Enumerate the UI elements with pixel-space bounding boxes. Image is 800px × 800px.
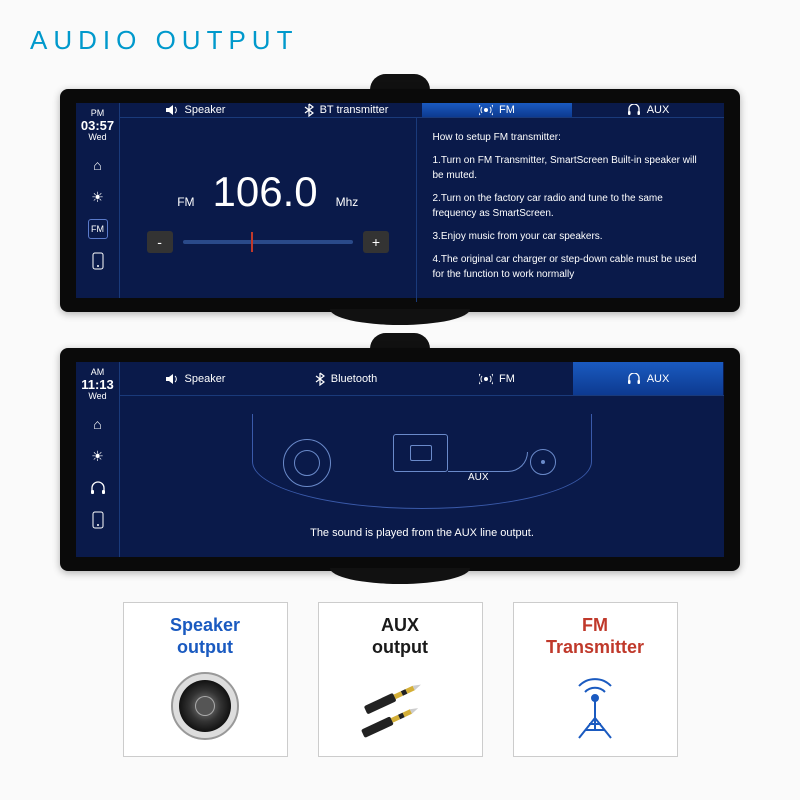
- instruction-step: 1.Turn on FM Transmitter, SmartScreen Bu…: [433, 153, 709, 183]
- tab-label: BT transmitter: [320, 104, 389, 116]
- instruction-step: 3.Enjoy music from your car speakers.: [433, 229, 709, 244]
- clock-time: 03:57: [81, 119, 114, 133]
- freq-track[interactable]: [183, 240, 353, 244]
- clock-day: Wed: [81, 392, 114, 402]
- speaker-cone-icon: [169, 668, 241, 744]
- device-aux: AM 11:13 Wed ⌂ ☀ Speaker Bluetooth FM AUX: [60, 333, 740, 584]
- speaker-icon: [165, 373, 179, 385]
- tab-fm[interactable]: FM: [422, 103, 573, 117]
- card-fm: FMTransmitter: [513, 602, 678, 757]
- device-icon: [393, 434, 448, 472]
- mount-base: [330, 568, 470, 584]
- headphones-icon[interactable]: [88, 478, 108, 498]
- tab-label: Bluetooth: [331, 373, 377, 385]
- screen-aux: AM 11:13 Wed ⌂ ☀ Speaker Bluetooth FM AUX: [76, 362, 724, 557]
- fm-instructions: How to setup FM transmitter: 1.Turn on F…: [417, 118, 725, 302]
- statusbar: AM 11:13 Wed ⌂ ☀: [76, 362, 120, 557]
- frequency-display: FM 106.0 Mhz: [177, 168, 358, 216]
- fm-side-icon[interactable]: FM: [88, 219, 108, 239]
- tab-speaker[interactable]: Speaker: [120, 362, 271, 395]
- card-speaker: Speakeroutput: [123, 602, 288, 757]
- freq-minus-button[interactable]: -: [147, 231, 173, 253]
- aux-caption: The sound is played from the AUX line ou…: [310, 527, 534, 539]
- fm-unit: Mhz: [336, 195, 359, 209]
- tabs: Speaker BT transmitter FM AUX: [120, 103, 724, 118]
- antenna-icon: [559, 668, 631, 748]
- brightness-icon[interactable]: ☀: [88, 446, 108, 466]
- home-icon[interactable]: ⌂: [88, 155, 108, 175]
- tab-aux[interactable]: AUX: [573, 362, 724, 395]
- tab-speaker[interactable]: Speaker: [120, 103, 271, 117]
- tab-label: AUX: [647, 373, 670, 385]
- mount-base: [330, 309, 470, 325]
- main-area: SpeakerBT transmitterFMAUX FM 106.0 Mhz …: [120, 103, 724, 298]
- tab-label: AUX: [647, 104, 670, 116]
- card-aux: AUXoutput: [318, 602, 483, 757]
- fm-label: FM: [177, 195, 194, 209]
- fm-slider: - +: [147, 231, 389, 253]
- cards-row: Speakeroutput AUXoutput FMTransmitter: [0, 602, 800, 757]
- fm-icon: [479, 372, 493, 386]
- instructions-heading: How to setup FM transmitter:: [433, 130, 709, 145]
- fm-icon: [479, 103, 493, 117]
- screen-fm: PM 03:57 Wed ⌂ ☀ FM Speaker BT transmitte…: [76, 103, 724, 298]
- aux-jack-icon: [355, 668, 445, 744]
- clock-time: 11:13: [81, 378, 114, 392]
- tabs: Speaker Bluetooth FM AUX: [120, 362, 724, 396]
- instruction-step: 2.Turn on the factory car radio and tune…: [433, 191, 709, 221]
- aux-body: AUX The sound is played from the AUX lin…: [120, 396, 724, 557]
- tab-bt-transmitter[interactable]: BT transmitter: [271, 103, 422, 117]
- aux-icon: [627, 373, 641, 385]
- instruction-step: 4.The original car charger or step-down …: [433, 252, 709, 282]
- bezel: PM 03:57 Wed ⌂ ☀ FM Speaker BT transmitte…: [60, 89, 740, 312]
- statusbar: PM 03:57 Wed ⌂ ☀ FM: [76, 103, 120, 298]
- clock: PM 03:57 Wed: [81, 109, 114, 143]
- tab-label: Speaker: [185, 104, 226, 116]
- card-title: FMTransmitter: [546, 615, 644, 658]
- fm-value: 106.0: [213, 168, 318, 216]
- tab-aux[interactable]: AUX: [573, 103, 724, 117]
- device-fm: PM 03:57 Wed ⌂ ☀ FM Speaker BT transmitte…: [60, 74, 740, 325]
- clock-day: Wed: [81, 133, 114, 143]
- tab-fm[interactable]: FM: [422, 362, 573, 395]
- clock: AM 11:13 Wed: [81, 368, 114, 402]
- tab-label: FM: [499, 373, 515, 385]
- tab-label: FM: [499, 104, 515, 116]
- phone-icon[interactable]: [88, 510, 108, 530]
- aux-icon: [627, 104, 641, 116]
- home-icon[interactable]: ⌂: [88, 414, 108, 434]
- aux-diagram: AUX: [252, 414, 592, 509]
- freq-indicator: [251, 232, 253, 252]
- tab-bluetooth[interactable]: Bluetooth: [271, 362, 422, 395]
- card-title: Speakeroutput: [170, 615, 240, 658]
- phone-icon[interactable]: [88, 251, 108, 271]
- bezel: AM 11:13 Wed ⌂ ☀ Speaker Bluetooth FM AUX: [60, 348, 740, 571]
- aux-wire-icon: [448, 452, 528, 472]
- card-title: AUXoutput: [372, 615, 428, 658]
- aux-content: AUX The sound is played from the AUX lin…: [120, 396, 724, 557]
- brightness-icon[interactable]: ☀: [88, 187, 108, 207]
- aux-diagram-label: AUX: [468, 472, 489, 483]
- speaker-icon: [165, 104, 179, 116]
- bt-icon: [315, 372, 325, 386]
- fm-content: FM 106.0 Mhz - + How to: [120, 118, 724, 302]
- fm-tuner: FM 106.0 Mhz - +: [120, 118, 417, 302]
- page-title: AUDIO OUTPUT: [0, 0, 800, 66]
- freq-plus-button[interactable]: +: [363, 231, 389, 253]
- speaker-disc-icon: [530, 449, 556, 475]
- main-area: Speaker Bluetooth FM AUX AUX The sound is p…: [120, 362, 724, 557]
- bt-icon: [304, 103, 314, 117]
- tab-label: Speaker: [185, 373, 226, 385]
- steering-wheel-icon: [283, 439, 331, 487]
